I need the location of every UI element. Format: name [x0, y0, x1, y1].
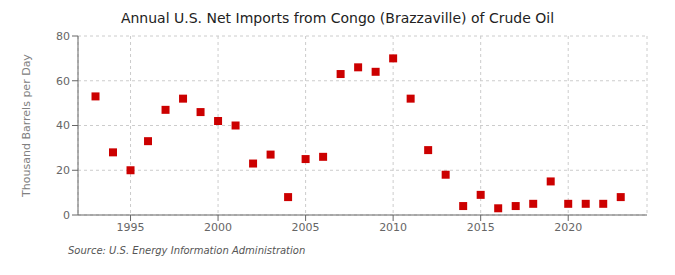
- svg-text:60: 60: [56, 75, 70, 88]
- svg-text:80: 80: [56, 30, 70, 43]
- svg-text:20: 20: [56, 164, 70, 177]
- html-text:Annual U.S. Net Imports from C: Annual U.S. Net Imports from Congo (Braz…: [120, 10, 555, 26]
- svg-text:40: 40: [56, 119, 70, 132]
- svg-text:2015: 2015: [467, 221, 495, 234]
- svg-text:2020: 2020: [554, 221, 582, 234]
- svg-text:2010: 2010: [379, 221, 407, 234]
- svg-text:0: 0: [63, 209, 70, 222]
- svg-text:2000: 2000: [204, 221, 232, 234]
- svg-text:2005: 2005: [292, 221, 320, 234]
- svg-text:Thousand Barrels per Day: Thousand Barrels per Day: [20, 54, 33, 198]
- svg-text:1995: 1995: [117, 221, 145, 234]
- html-text:Source: U.S. Energy Informatio: Source: U.S. Energy Information Administ…: [68, 245, 306, 256]
